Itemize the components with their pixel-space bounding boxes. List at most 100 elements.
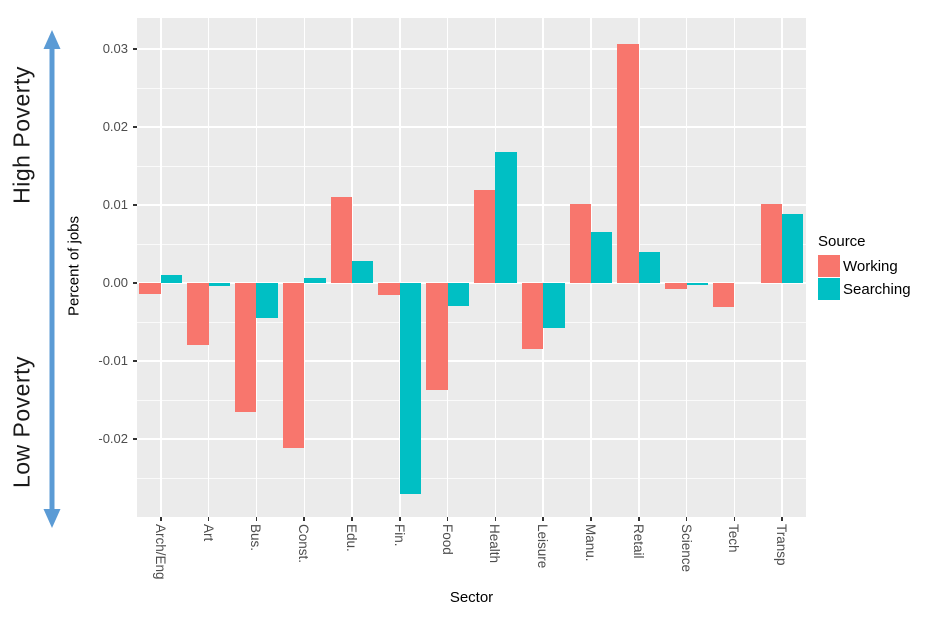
bar-searching-health — [495, 152, 517, 284]
bar-searching-leisure — [543, 283, 565, 329]
category-gridline — [207, 18, 210, 517]
x-tick-label: Science — [678, 524, 694, 573]
arrow-down-icon — [43, 509, 61, 528]
bar-working-edu — [330, 197, 353, 284]
y-tick-mark — [133, 126, 137, 128]
x-tick-mark — [160, 517, 162, 521]
major-gridline — [137, 126, 806, 129]
bar-searching-edu — [352, 261, 374, 284]
x-tick-mark — [446, 517, 449, 521]
legend: Source Working Searching — [818, 233, 911, 301]
bar-working-science — [665, 283, 687, 289]
x-tick-mark — [590, 517, 592, 521]
plot-panel — [137, 18, 806, 517]
x-tick-mark — [781, 517, 783, 521]
x-tick-mark — [351, 517, 353, 521]
legend-item-searching: Searching — [818, 278, 911, 300]
category-gridline — [733, 18, 736, 517]
major-gridline — [137, 438, 806, 441]
category-gridline — [399, 18, 401, 517]
category-gridline — [446, 18, 449, 517]
x-tick-label: Tech — [726, 524, 742, 553]
y-tick-label: 0.02 — [102, 119, 128, 135]
legend-title: Source — [818, 233, 866, 250]
bar-searching-food — [447, 283, 469, 306]
x-tick-mark — [494, 517, 497, 521]
major-gridline — [137, 360, 806, 363]
x-tick-label: Bus. — [248, 524, 264, 552]
bar-working-art — [187, 283, 209, 345]
category-gridline — [542, 18, 544, 517]
poverty-axis-arrow — [43, 30, 61, 528]
bar-working-leisure — [521, 283, 544, 349]
minor-gridline — [137, 243, 806, 245]
bar-searching-bus — [256, 283, 278, 319]
category-gridline — [303, 18, 305, 517]
x-tick-mark — [733, 517, 736, 521]
bar-searching-science — [686, 283, 708, 286]
y-tick-label: 0.03 — [102, 41, 128, 57]
y-tick-label: -0.02 — [98, 431, 128, 447]
minor-gridline — [137, 477, 806, 479]
x-tick-label: Transp — [774, 524, 790, 566]
x-tick-mark — [399, 517, 401, 521]
x-tick-label: Food — [439, 524, 455, 555]
x-tick-mark — [255, 517, 258, 521]
bar-working-retail — [617, 43, 639, 284]
category-gridline — [685, 18, 688, 517]
y-tick-mark — [133, 360, 137, 362]
major-gridline — [137, 48, 806, 51]
x-tick-mark — [637, 517, 640, 521]
y-tick-mark — [133, 282, 137, 284]
bar-searching-manu — [590, 232, 613, 284]
category-gridline — [160, 18, 162, 517]
bar-working-bus — [235, 283, 257, 412]
bar-working-health — [473, 189, 496, 284]
bar-searching-const — [304, 278, 326, 284]
bar-working-food — [426, 283, 448, 390]
x-tick-label: Retail — [630, 524, 646, 559]
x-tick-label: Manu. — [582, 524, 598, 562]
minor-gridline — [137, 165, 806, 167]
searching-swatch-icon — [818, 278, 840, 300]
bar-searching-art — [208, 283, 231, 287]
minor-gridline — [137, 321, 806, 323]
x-tick-mark — [207, 517, 210, 521]
x-tick-label: Edu. — [344, 524, 360, 552]
x-tick-mark — [303, 517, 306, 521]
y-tick-mark — [133, 48, 137, 50]
x-tick-label: Leisure — [535, 524, 551, 569]
legend-label-searching: Searching — [843, 280, 911, 298]
major-gridline — [137, 282, 806, 285]
bar-working-archeng — [139, 283, 161, 294]
x-tick-mark — [685, 517, 688, 521]
arrow-up-icon — [43, 30, 61, 49]
x-tick-label: Fin. — [391, 524, 407, 547]
bar-working-const — [282, 283, 305, 449]
y-tick-mark — [133, 438, 137, 440]
y-tick-mark — [133, 204, 137, 206]
bar-searching-archeng — [160, 275, 183, 284]
legend-item-working: Working — [818, 255, 911, 277]
major-gridline — [137, 204, 806, 207]
bar-working-fin — [378, 283, 400, 295]
bar-searching-retail — [638, 251, 661, 284]
bar-working-transp — [760, 203, 783, 284]
bar-working-tech — [712, 283, 735, 308]
y-tick-label: -0.01 — [98, 353, 128, 369]
bar-searching-transp — [782, 213, 804, 284]
bar-searching-fin — [399, 283, 422, 495]
minor-gridline — [137, 399, 806, 401]
x-tick-label: Arch/Eng — [152, 524, 168, 580]
minor-gridline — [137, 87, 806, 89]
category-gridline — [255, 18, 258, 517]
y-tick-label: 0.00 — [102, 275, 128, 291]
y-tick-label: 0.01 — [102, 197, 128, 213]
x-tick-label: Const. — [296, 524, 312, 564]
bar-working-manu — [569, 203, 591, 284]
x-tick-label: Health — [487, 524, 503, 564]
x-axis-title: Sector — [449, 589, 494, 606]
x-tick-mark — [542, 517, 544, 521]
legend-label-working: Working — [843, 257, 898, 275]
